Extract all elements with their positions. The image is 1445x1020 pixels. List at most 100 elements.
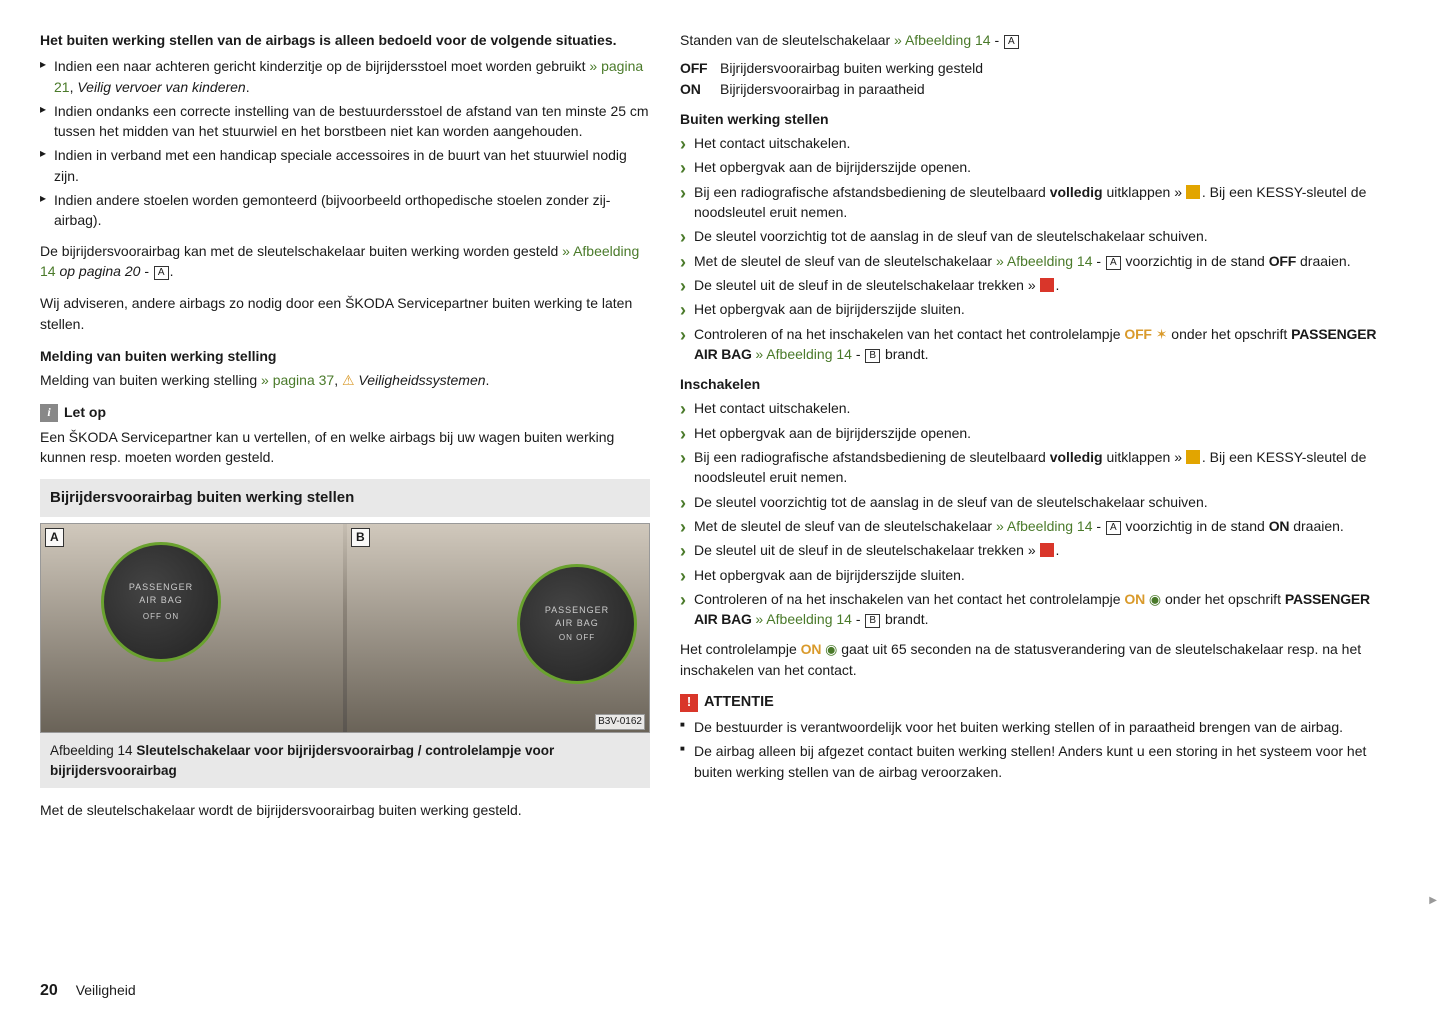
text-bold: volledig <box>1050 449 1103 465</box>
position-value: Bijrijdersvoorairbag buiten werking gest… <box>720 58 983 78</box>
section-title: Bijrijdersvoorairbag buiten werking stel… <box>40 479 650 517</box>
paragraph: De bijrijdersvoorairbag kan met de sleut… <box>40 241 650 282</box>
box-letter: A <box>1004 35 1019 49</box>
text: - <box>852 611 864 627</box>
step-item: Bij een radiografische afstandsbediening… <box>680 447 1390 488</box>
text: . <box>1056 277 1060 293</box>
text: voorzichtig in de stand <box>1122 518 1269 534</box>
text: Bij een radiografische afstandsbediening… <box>694 184 1050 200</box>
paragraph: Met de sleutelschakelaar wordt de bijrij… <box>40 800 650 820</box>
position-row: ON Bijrijdersvoorairbag in paraatheid <box>680 79 1390 99</box>
bubble-text: ON OFF <box>559 632 595 644</box>
text-condensed: ON <box>1269 518 1290 534</box>
figure-link[interactable]: » Afbeelding 14 <box>894 32 991 48</box>
step-item: Het opbergvak aan de bijrijderszijde ope… <box>680 157 1390 177</box>
left-column: Het buiten werking stellen van de airbag… <box>40 30 650 829</box>
text: onder het opschrift <box>1167 326 1291 342</box>
text: . <box>486 372 490 388</box>
position-row: OFF Bijrijdersvoorairbag buiten werking … <box>680 58 1390 78</box>
page-link[interactable]: » pagina 37 <box>261 372 334 388</box>
page-number: 20 <box>40 982 58 999</box>
next-page-arrow-icon: ▶ <box>1429 894 1437 909</box>
caution-icon <box>1186 450 1200 464</box>
indicator-on: ON <box>1124 591 1145 607</box>
panel-badge: A <box>45 528 64 547</box>
text: Met de sleutel de sleuf van de sleutelsc… <box>694 518 996 534</box>
situation-item: Indien ondanks een correcte instelling v… <box>40 101 650 142</box>
text: Met de sleutel de sleuf van de sleutelsc… <box>694 253 996 269</box>
position-key: ON <box>680 79 710 99</box>
attention-item: De bestuurder is verantwoordelijk voor h… <box>680 717 1390 737</box>
text: voorzichtig in de stand <box>1122 253 1269 269</box>
box-letter: A <box>154 266 169 280</box>
step-item: Met de sleutel de sleuf van de sleutelsc… <box>680 516 1390 536</box>
bubble-text: PASSENGER <box>545 604 609 617</box>
info-icon: i <box>40 404 58 422</box>
figure-link[interactable]: » Afbeelding 14 <box>996 253 1093 269</box>
step-item: Controleren of na het inschakelen van he… <box>680 324 1390 365</box>
position-key: OFF <box>680 58 710 78</box>
text: draaien. <box>1296 253 1350 269</box>
figure-link[interactable]: » Afbeelding 14 <box>996 518 1093 534</box>
figure-caption: Afbeelding 14 Sleutelschakelaar voor bij… <box>40 733 650 788</box>
paragraph: Melding van buiten werking stelling » pa… <box>40 370 650 390</box>
figure-link[interactable]: » Afbeelding 14 <box>755 346 852 362</box>
bubble-text: AIR BAG <box>139 594 183 607</box>
person-icon: ✶ <box>1156 326 1168 342</box>
text: - <box>140 263 152 279</box>
caution-icon <box>1186 185 1200 199</box>
warning-symbol-icon: ⚠ <box>342 372 355 388</box>
right-column: Standen van de sleutelschakelaar » Afbee… <box>680 30 1390 829</box>
page: Het buiten werking stellen van de airbag… <box>0 0 1445 849</box>
text-italic: Veilig vervoer van kinderen <box>77 79 245 95</box>
note-text: Een ŠKODA Servicepartner kan u vertellen… <box>40 427 650 468</box>
text: - <box>991 32 1003 48</box>
switch-positions: Standen van de sleutelschakelaar » Afbee… <box>680 30 1390 99</box>
text: Bij een radiografische afstandsbediening… <box>694 449 1050 465</box>
footer: 20 Veiligheid <box>40 979 136 1002</box>
attention-item: De airbag alleen bij afgezet contact bui… <box>680 741 1390 782</box>
box-letter: B <box>865 349 880 363</box>
attention-list: De bestuurder is verantwoordelijk voor h… <box>680 717 1390 782</box>
warning-icon <box>1040 543 1054 557</box>
text: Het controlelampje <box>680 641 801 657</box>
text: Controleren of na het inschakelen van he… <box>694 591 1124 607</box>
bubble-text: AIR BAG <box>555 617 599 630</box>
attention-box: ! ATTENTIE De bestuurder is verantwoorde… <box>680 692 1390 782</box>
box-letter: A <box>1106 521 1121 535</box>
step-item: Controleren of na het inschakelen van he… <box>680 589 1390 630</box>
figure-14: A PASSENGER AIR BAG OFF ON B PASSENGER A… <box>40 523 650 733</box>
airbag-switch-illustration: PASSENGER AIR BAG OFF ON <box>101 542 221 662</box>
text-condensed: OFF <box>1269 253 1296 269</box>
step-item: De sleutel uit de sleuf in de sleutelsch… <box>680 540 1390 560</box>
paragraph: Het controlelampje ON ◉ gaat uit 65 seco… <box>680 639 1390 680</box>
subheading: Melding van buiten werking stelling <box>40 346 650 366</box>
text: . <box>1056 542 1060 558</box>
attention-icon: ! <box>680 694 698 712</box>
note-label: Let op <box>64 402 106 422</box>
text-italic: op pagina 20 <box>56 263 141 279</box>
text-italic: Veiligheidssystemen <box>355 372 486 388</box>
section-name: Veiligheid <box>76 982 136 998</box>
step-item: Het opbergvak aan de bijrijderszijde slu… <box>680 299 1390 319</box>
box-letter: B <box>865 614 880 628</box>
text: - <box>1093 253 1105 269</box>
warning-icon <box>1040 278 1054 292</box>
step-item: Bij een radiografische afstandsbediening… <box>680 182 1390 223</box>
step-item: De sleutel voorzichtig tot de aanslag in… <box>680 492 1390 512</box>
caption-prefix: Afbeelding 14 <box>50 743 136 758</box>
situations-heading: Het buiten werking stellen van de airbag… <box>40 30 650 50</box>
text: draaien. <box>1289 518 1343 534</box>
text: De sleutel uit de sleuf in de sleutelsch… <box>694 277 1040 293</box>
text: Standen van de sleutelschakelaar <box>680 32 894 48</box>
attention-label: ATTENTIE <box>704 692 774 713</box>
text: - <box>852 346 864 362</box>
text: Controleren of na het inschakelen van he… <box>694 326 1124 342</box>
text: Melding van buiten werking stelling <box>40 372 261 388</box>
note-heading: i Let op <box>40 402 650 422</box>
step-item: Het opbergvak aan de bijrijderszijde slu… <box>680 565 1390 585</box>
figure-link[interactable]: » Afbeelding 14 <box>755 611 852 627</box>
text: Indien een naar achteren gericht kinderz… <box>54 58 589 74</box>
bubble-text: OFF ON <box>143 611 179 623</box>
text: . <box>246 79 250 95</box>
